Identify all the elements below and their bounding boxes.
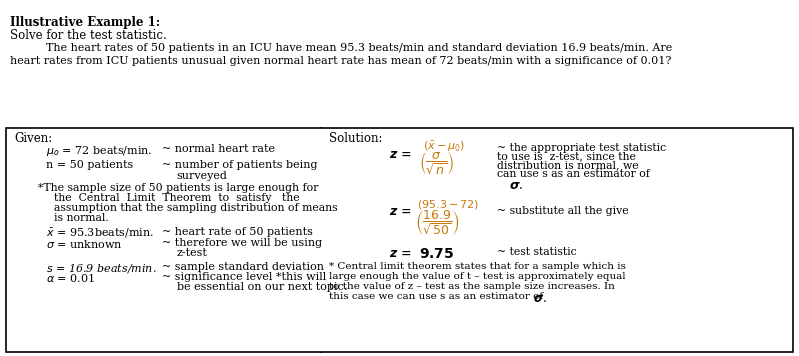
Text: $(\bar{x}-\mu_0)$: $(\bar{x}-\mu_0)$ — [423, 140, 465, 154]
Text: be essential on our next topic.: be essential on our next topic. — [177, 282, 347, 292]
Text: $\boldsymbol{\sigma}$.: $\boldsymbol{\sigma}$. — [533, 292, 547, 305]
Text: * Central limit theorem states that for a sample which is: * Central limit theorem states that for … — [329, 262, 626, 271]
Text: the  Central  Limit  Theorem  to  satisfy   the: the Central Limit Theorem to satisfy the — [54, 193, 300, 203]
Text: $\alpha$ = 0.01: $\alpha$ = 0.01 — [46, 272, 95, 284]
Text: $\sigma$ = unknown: $\sigma$ = unknown — [46, 238, 123, 250]
Text: $\mu_o$ = 72 beats/min.: $\mu_o$ = 72 beats/min. — [46, 144, 153, 158]
Text: ~ therefore we will be using: ~ therefore we will be using — [162, 238, 322, 248]
Text: ~ significance level *this will: ~ significance level *this will — [162, 272, 327, 282]
Text: this case we can use s as an estimator of: this case we can use s as an estimator o… — [329, 292, 547, 300]
Text: can use s as an estimator of: can use s as an estimator of — [497, 169, 650, 179]
Text: $\bar{x}$ = 95.3beats/min.: $\bar{x}$ = 95.3beats/min. — [46, 227, 154, 240]
Text: ~ heart rate of 50 patients: ~ heart rate of 50 patients — [162, 227, 313, 237]
Text: Given:: Given: — [14, 132, 53, 145]
Text: ~ normal heart rate: ~ normal heart rate — [162, 144, 275, 154]
Text: heart rates from ICU patients unusual given normal heart rate has mean of 72 bea: heart rates from ICU patients unusual gi… — [10, 56, 671, 66]
Text: $\left(\dfrac{16.9}{\sqrt{50}}\right)$: $\left(\dfrac{16.9}{\sqrt{50}}\right)$ — [415, 208, 460, 237]
Text: to the value of z – test as the sample size increases. In: to the value of z – test as the sample s… — [329, 282, 615, 290]
Text: *The sample size of 50 patients is large enough for: *The sample size of 50 patients is large… — [38, 183, 319, 193]
Text: assumption that the sampling distribution of means: assumption that the sampling distributio… — [54, 203, 338, 213]
Text: $s$ = 16.9 beats/min.: $s$ = 16.9 beats/min. — [46, 262, 157, 275]
Text: distribution is normal, we: distribution is normal, we — [497, 160, 638, 170]
Text: large enough the value of t – test is approximately equal: large enough the value of t – test is ap… — [329, 272, 626, 281]
Text: surveyed: surveyed — [177, 171, 228, 181]
Text: ~ the appropriate test statistic: ~ the appropriate test statistic — [497, 143, 666, 153]
Text: Illustrative Example 1:: Illustrative Example 1: — [10, 16, 160, 29]
Text: is normal.: is normal. — [54, 213, 109, 223]
Text: $\boldsymbol{\sigma}$.: $\boldsymbol{\sigma}$. — [509, 179, 523, 192]
Text: ~ number of patients being: ~ number of patients being — [162, 160, 318, 170]
Text: $\boldsymbol{z}$ =: $\boldsymbol{z}$ = — [389, 247, 413, 261]
Text: n = 50 patients: n = 50 patients — [46, 160, 133, 170]
Text: $\mathbf{9.75}$: $\mathbf{9.75}$ — [419, 247, 455, 261]
Text: to use is  z-test, since the: to use is z-test, since the — [497, 152, 636, 162]
Text: ~ substitute all the give: ~ substitute all the give — [497, 206, 629, 216]
Text: z-test: z-test — [177, 248, 208, 258]
Text: $\left(\dfrac{\sigma}{\sqrt{n}}\right)$: $\left(\dfrac{\sigma}{\sqrt{n}}\right)$ — [419, 151, 454, 177]
Text: The heart rates of 50 patients in an ICU have mean 95.3 beats/min and standard d: The heart rates of 50 patients in an ICU… — [46, 43, 673, 53]
Text: ~ test statistic: ~ test statistic — [497, 247, 577, 257]
Text: $\boldsymbol{z}$ =: $\boldsymbol{z}$ = — [389, 148, 413, 161]
Text: Solution:: Solution: — [329, 132, 383, 145]
Text: Solve for the test statistic.: Solve for the test statistic. — [10, 29, 166, 42]
Text: $(95.3 - 72)$: $(95.3 - 72)$ — [417, 198, 479, 211]
Text: ~ sample standard deviation: ~ sample standard deviation — [162, 262, 324, 272]
Text: $\boldsymbol{z}$ =: $\boldsymbol{z}$ = — [389, 205, 413, 218]
